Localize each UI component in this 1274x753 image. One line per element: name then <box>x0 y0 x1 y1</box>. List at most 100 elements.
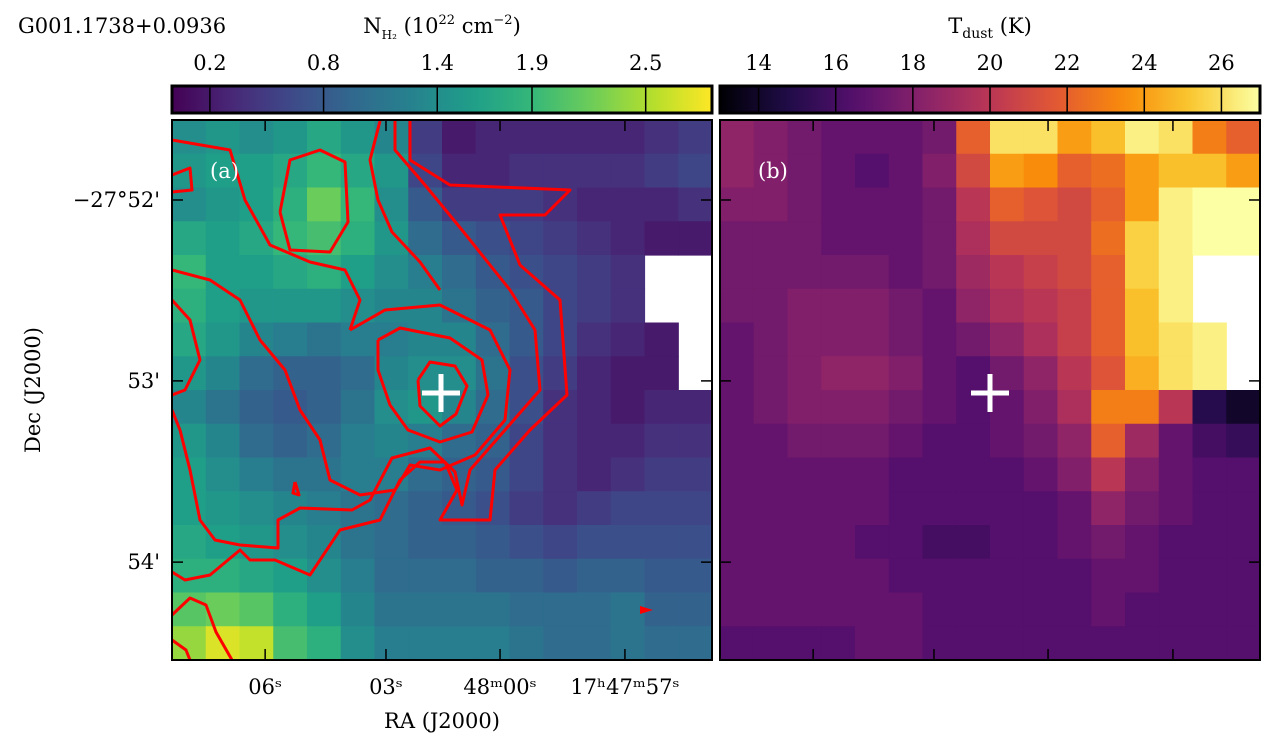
cell <box>1125 423 1160 459</box>
cell <box>172 390 207 425</box>
cell <box>239 457 274 492</box>
cell <box>408 221 443 256</box>
cell <box>577 626 612 661</box>
cell <box>1057 187 1092 222</box>
cell <box>239 491 274 526</box>
contour <box>291 481 301 497</box>
cell <box>475 592 511 627</box>
cell <box>821 187 856 222</box>
cell <box>1125 322 1160 357</box>
cell <box>787 558 822 594</box>
cell <box>821 356 856 391</box>
cell <box>855 626 890 661</box>
cell <box>172 356 207 391</box>
cell <box>1057 221 1092 256</box>
cell <box>1125 558 1160 594</box>
cell <box>956 120 991 155</box>
cell <box>340 626 376 661</box>
cell <box>855 390 890 425</box>
x-axis-label: RA (J2000) <box>384 709 500 733</box>
cell <box>787 457 822 492</box>
cell <box>720 457 755 492</box>
cell <box>922 423 957 459</box>
cell <box>610 558 646 594</box>
cell <box>787 288 822 324</box>
cell <box>340 457 376 492</box>
cell <box>509 491 544 526</box>
cell <box>610 390 646 425</box>
cell <box>610 187 646 222</box>
cell <box>1158 457 1194 492</box>
cell <box>956 558 991 594</box>
cell <box>1192 592 1227 627</box>
cell <box>577 558 612 594</box>
cell <box>577 153 612 189</box>
cell <box>374 221 409 256</box>
cell <box>475 322 511 357</box>
cell <box>577 322 612 357</box>
cell <box>374 558 409 594</box>
cell <box>888 390 924 425</box>
cell <box>307 626 342 661</box>
cell <box>577 592 612 627</box>
cell <box>1091 120 1126 155</box>
cell <box>787 255 822 290</box>
cell <box>610 592 646 627</box>
cell <box>1057 457 1092 492</box>
cell <box>543 221 578 256</box>
cell <box>956 322 991 357</box>
cell <box>1091 255 1126 290</box>
cell <box>1226 626 1261 661</box>
panel-label: (a) <box>210 159 239 183</box>
cell <box>543 187 578 222</box>
cell <box>610 221 646 256</box>
cell <box>1023 187 1059 222</box>
cell <box>205 423 241 459</box>
cell <box>543 255 578 290</box>
cell <box>340 558 376 594</box>
cell <box>273 187 308 222</box>
cell <box>922 255 957 290</box>
cell <box>543 491 578 526</box>
cell <box>239 626 274 661</box>
cell <box>922 120 957 155</box>
cell <box>1158 390 1194 425</box>
cell <box>644 626 679 661</box>
label-sub: dust <box>962 26 993 42</box>
cell <box>956 187 991 222</box>
cell <box>239 221 274 256</box>
cell <box>1091 592 1126 627</box>
cell <box>821 491 856 526</box>
cell <box>1158 120 1194 155</box>
cell <box>888 187 924 222</box>
cell <box>678 491 713 526</box>
cell <box>1158 592 1194 627</box>
cell <box>787 626 822 661</box>
cell <box>509 592 544 627</box>
cell <box>577 255 612 290</box>
cell <box>172 187 207 222</box>
cell <box>1192 221 1227 256</box>
cell <box>922 626 957 661</box>
cell <box>888 558 924 594</box>
cell <box>1226 221 1261 256</box>
cell <box>644 153 679 189</box>
cell <box>610 491 646 526</box>
cell <box>1057 626 1092 661</box>
cell <box>1226 592 1261 627</box>
cell <box>1023 356 1059 391</box>
cell <box>855 592 890 627</box>
cell <box>678 525 713 560</box>
contour <box>172 268 512 497</box>
cell <box>922 221 957 256</box>
cell <box>956 423 991 459</box>
cell <box>855 187 890 222</box>
cell <box>442 120 477 155</box>
cell <box>1023 288 1059 324</box>
cell <box>1091 423 1126 459</box>
contour <box>416 360 469 428</box>
cell <box>855 322 890 357</box>
cell <box>408 558 443 594</box>
cell <box>307 558 342 594</box>
